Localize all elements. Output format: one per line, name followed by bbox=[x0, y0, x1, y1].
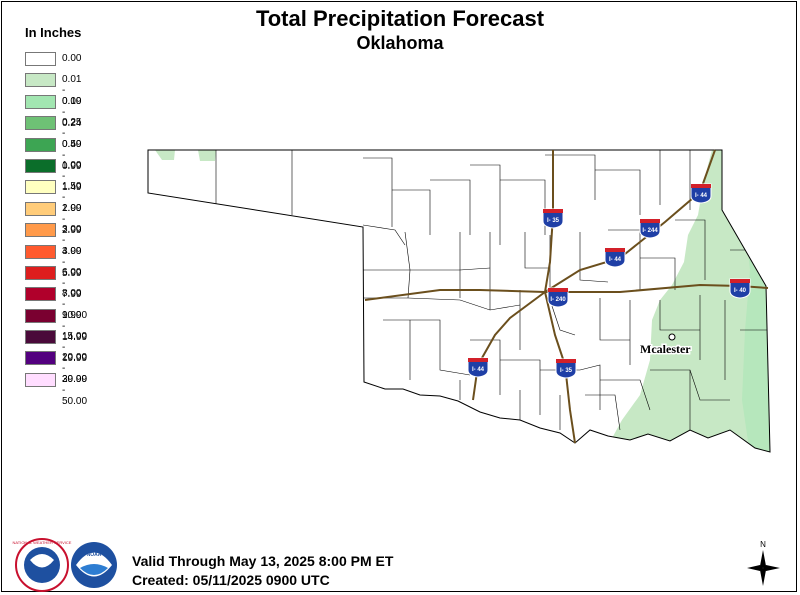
legend-swatch bbox=[25, 201, 56, 216]
shield-body bbox=[604, 247, 626, 268]
legend-label: 1.00 - 1.49 bbox=[62, 159, 82, 193]
legend-label: 0.50 - 0.99 bbox=[62, 138, 82, 172]
shield-body bbox=[555, 358, 577, 379]
legend-label: 30.00 - 50.00 bbox=[62, 373, 88, 407]
legend-label: 1.50 - 1.99 bbox=[62, 181, 82, 215]
noaa-logo-text: NOAA bbox=[87, 552, 102, 558]
shield-label: I- 40 bbox=[734, 288, 747, 294]
nws-logo-swirl bbox=[30, 554, 54, 568]
shield-body bbox=[467, 357, 489, 378]
shield-top-band bbox=[640, 219, 660, 223]
legend-swatch bbox=[25, 94, 56, 109]
noaa-logo: NOAA bbox=[71, 542, 117, 588]
shield-label: I- 44 bbox=[695, 193, 708, 199]
county-lines bbox=[215, 150, 768, 431]
map-title: Total Precipitation Forecast bbox=[255, 6, 545, 31]
shield-top-band bbox=[543, 209, 563, 213]
valid-through-text: Valid Through May 13, 2025 8:00 PM ET bbox=[132, 553, 394, 569]
legend-swatch bbox=[25, 244, 56, 259]
city-mcalester: Mcalester bbox=[639, 333, 693, 358]
legend-label: 10.00 - 14.99 bbox=[62, 309, 88, 343]
legend-swatch bbox=[25, 137, 56, 152]
legend-swatch bbox=[25, 330, 56, 345]
legend-title: In Inches bbox=[25, 25, 82, 40]
legend-swatch bbox=[25, 287, 56, 302]
north-arrow-icon: N bbox=[747, 540, 780, 586]
interstate-shield: I- 35 bbox=[542, 208, 564, 229]
compass-east-point bbox=[763, 565, 780, 571]
legend-label: 15.00 - 19.99 bbox=[62, 331, 88, 365]
interstate-shields: I- 35 I- 244 I- 44 I- 44 I- 240 I- 40 I- 44 I- … bbox=[467, 183, 751, 379]
shield-top-band bbox=[468, 358, 488, 362]
legend-swatch bbox=[25, 73, 56, 88]
interstate-shield: I- 244 bbox=[639, 218, 661, 239]
shield-top-band bbox=[548, 288, 568, 292]
legend-label: 3.00 - 3.99 bbox=[62, 224, 82, 258]
interstate-shield: I- 40 bbox=[729, 278, 751, 299]
legend-swatch bbox=[25, 180, 56, 195]
nws-logo: NATIONAL WEATHER SERVICE bbox=[13, 538, 72, 592]
compass-north-point bbox=[760, 550, 766, 568]
shield-body bbox=[542, 208, 564, 229]
precip-panhandle-east bbox=[198, 150, 216, 161]
interstate-shield: I- 35 bbox=[555, 358, 577, 379]
legend-label: 8.00 - 9.99 bbox=[62, 288, 82, 322]
shield-label: I- 244 bbox=[642, 228, 658, 234]
shield-top-band bbox=[691, 184, 711, 188]
precip-light-area bbox=[600, 150, 770, 452]
legend-label: 0.01 - 0.09 bbox=[62, 74, 82, 108]
legend-swatch bbox=[25, 223, 56, 238]
shield-label: I- 240 bbox=[550, 297, 566, 303]
city-marker bbox=[668, 333, 676, 341]
compass-west-point bbox=[747, 565, 763, 571]
shield-body bbox=[639, 218, 661, 239]
shield-label: I- 35 bbox=[547, 218, 560, 224]
legend-label: 4.00 - 5.99 bbox=[62, 245, 82, 279]
created-text: Created: 05/11/2025 0900 UTC bbox=[132, 572, 330, 588]
compass-south-point bbox=[760, 568, 766, 586]
map-subtitle: Oklahoma bbox=[356, 33, 444, 53]
legend-label: 0.10 - 0.24 bbox=[62, 95, 82, 129]
legend-swatch bbox=[25, 308, 56, 323]
shield-top-band bbox=[605, 248, 625, 252]
shield-top-band bbox=[556, 359, 576, 363]
legend-label: 2.00 - 2.99 bbox=[62, 202, 82, 236]
legend-label: 6.00 - 7.99 bbox=[62, 266, 82, 300]
precip-panhandle-west bbox=[155, 150, 175, 160]
legend-swatch bbox=[25, 265, 56, 280]
city-label: Mcalester bbox=[640, 342, 691, 356]
shield-top-band bbox=[730, 279, 750, 283]
nws-logo-text: NATIONAL WEATHER SERVICE bbox=[13, 540, 72, 545]
shield-label: I- 44 bbox=[609, 257, 622, 263]
state-outline bbox=[148, 150, 770, 452]
legend-swatch bbox=[25, 351, 56, 366]
interstate-shield: I- 44 bbox=[604, 247, 626, 268]
legend-swatch bbox=[25, 372, 56, 387]
legend-label: 0.00 bbox=[62, 53, 82, 64]
shield-body bbox=[729, 278, 751, 299]
shield-label: I- 35 bbox=[560, 368, 573, 374]
legend-label: 0.25 - 0.49 bbox=[62, 117, 82, 151]
interstate-shield: I- 44 bbox=[690, 183, 712, 204]
legend-swatch bbox=[25, 116, 56, 131]
noaa-logo-wave bbox=[80, 564, 108, 575]
legend-swatch bbox=[25, 52, 56, 66]
shield-body bbox=[690, 183, 712, 204]
legend-label: 20.00 - 29.99 bbox=[62, 352, 88, 386]
north-label: N bbox=[760, 540, 766, 549]
shield-label: I- 44 bbox=[472, 367, 485, 373]
interstate-shield: I- 44 bbox=[467, 357, 489, 378]
shield-body bbox=[547, 287, 569, 308]
legend-swatch bbox=[25, 158, 56, 173]
interstate-shield: I- 240 bbox=[547, 287, 569, 308]
